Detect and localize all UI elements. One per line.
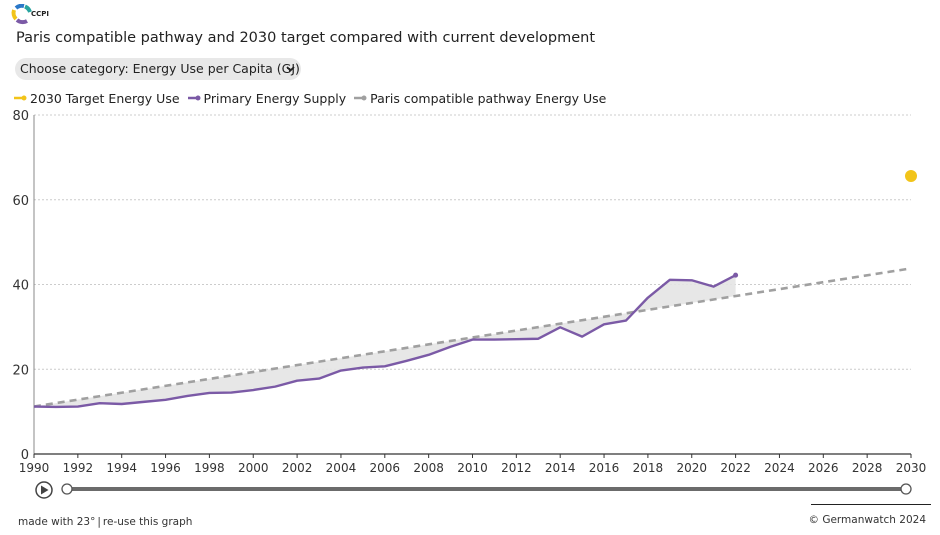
y-tick-label: 20: [12, 363, 29, 378]
category-select[interactable]: Choose category: Energy Use per Capita (…: [15, 58, 301, 80]
x-tick-label: 2014: [545, 461, 576, 475]
pathway-line: [33, 267, 912, 408]
x-tick-label: 2026: [808, 461, 839, 475]
timeline-start-handle[interactable]: [61, 483, 73, 495]
footer-credits: made with 23° | re-use this graph: [18, 516, 193, 528]
footer-divider: [811, 504, 931, 505]
play-icon: [41, 485, 49, 495]
x-tick-label: 2016: [589, 461, 620, 475]
x-tick-label: 2028: [852, 461, 883, 475]
legend-item-target[interactable]: 2030 Target Energy Use: [14, 91, 180, 106]
target-point[interactable]: [905, 170, 917, 183]
category-select-label: Choose category: Energy Use per Capita (…: [20, 61, 300, 76]
x-tick-label: 2012: [501, 461, 532, 475]
legend-target-swatch: [14, 95, 27, 101]
x-tick-label: 1996: [150, 461, 181, 475]
x-tick-label: 2020: [676, 461, 707, 475]
x-tick-label: 2002: [282, 461, 313, 475]
legend-target-label: 2030 Target Energy Use: [30, 90, 180, 106]
supply-end-point: [733, 272, 739, 278]
x-tick-label: 2024: [764, 461, 795, 475]
chart-legend: 2030 Target Energy Use Primary Energy Su…: [14, 89, 614, 107]
legend-item-supply[interactable]: Primary Energy Supply: [187, 90, 347, 106]
x-tick-label: 2022: [720, 461, 751, 475]
x-tick-label: 1992: [63, 461, 94, 475]
legend-item-pathway[interactable]: Paris compatible pathway Energy Use: [354, 91, 606, 106]
legend-supply-label: Primary Energy Supply: [203, 90, 347, 106]
x-tick-label: 2004: [326, 461, 357, 475]
x-tick-label: 1990: [19, 461, 50, 475]
brand-logo-text: CCPI: [31, 10, 50, 18]
y-tick-label: 0: [21, 448, 29, 463]
ccpi-logo-icon: [11, 4, 32, 25]
reuse-link[interactable]: re-use this graph: [102, 516, 193, 528]
made-with-link[interactable]: made with 23°: [18, 516, 96, 528]
x-tick-label: 1994: [106, 461, 137, 475]
x-tick-label: 2006: [370, 461, 401, 475]
x-tick-label: 2010: [457, 461, 488, 475]
supply-line: [33, 274, 737, 409]
legend-pathway-swatch: [354, 95, 367, 101]
legend-pathway-label: Paris compatible pathway Energy Use: [370, 90, 607, 106]
y-tick-label: 60: [12, 194, 29, 209]
x-tick-label: 2000: [238, 461, 269, 475]
y-tick-label: 80: [12, 109, 29, 124]
copyright-text: © Germanwatch 2024: [808, 514, 926, 526]
chart-title: Paris compatible pathway and 2030 target…: [16, 30, 596, 46]
legend-supply-swatch: [187, 95, 201, 101]
x-tick-label: 1998: [194, 461, 225, 475]
y-tick-label: 40: [12, 279, 29, 294]
x-tick-label: 2008: [413, 461, 444, 475]
timeline-end-handle[interactable]: [900, 483, 912, 495]
chevron-down-icon: [286, 58, 295, 89]
gap-area: [34, 275, 736, 407]
x-tick-label: 2018: [633, 461, 664, 475]
x-tick-label: 2030: [896, 461, 927, 475]
